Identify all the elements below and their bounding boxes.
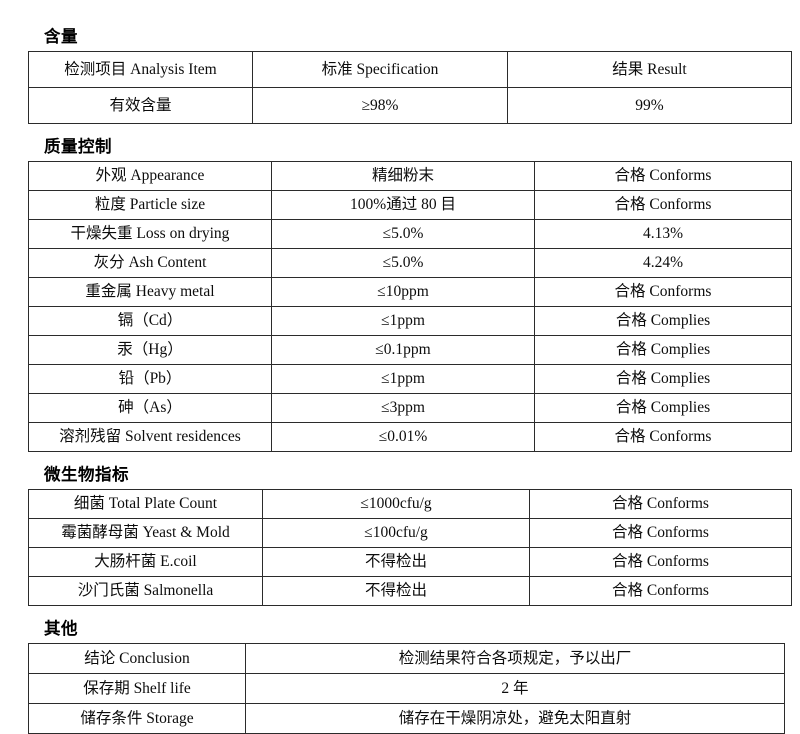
cell-result: 合格 Complies — [534, 392, 792, 423]
table-microbiology: 细菌 Total Plate Count ≤1000cfu/g 合格 Confo… — [28, 488, 792, 606]
cell-item: 细菌 Total Plate Count — [28, 488, 263, 519]
section-title-quality-control: 质量控制 — [44, 136, 112, 156]
cell-result: 合格 Conforms — [534, 189, 792, 220]
section-content: 含量 检测项目 Analysis Item 标准 Specification 结… — [0, 27, 800, 124]
cell-specification: ≤5.0% — [271, 247, 535, 278]
table-header-row: 检测项目 Analysis Item 标准 Specification 结果 R… — [28, 50, 792, 88]
table-quality-control: 外观 Appearance 精细粉末 合格 Conforms 粒度 Partic… — [28, 160, 792, 452]
cell-item: 储存条件 Storage — [28, 702, 246, 734]
table-content: 检测项目 Analysis Item 标准 Specification 结果 R… — [28, 50, 792, 124]
cell-item: 汞（Hg） — [28, 334, 272, 365]
cell-result: 合格 Conforms — [534, 276, 792, 307]
cell-specification: 100%通过 80 目 — [271, 189, 535, 220]
table-row: 重金属 Heavy metal ≤10ppm 合格 Conforms — [28, 276, 792, 307]
column-header-result: 结果 Result — [507, 50, 792, 88]
cell-result: 合格 Conforms — [529, 488, 792, 519]
cell-value: 2 年 — [245, 672, 785, 704]
cell-item: 重金属 Heavy metal — [28, 276, 272, 307]
cell-item: 保存期 Shelf life — [28, 672, 246, 704]
cell-specification: 不得检出 — [262, 546, 530, 577]
cell-specification: ≤5.0% — [271, 218, 535, 249]
cell-result: 合格 Conforms — [529, 546, 792, 577]
cell-item: 大肠杆菌 E.coil — [28, 546, 263, 577]
cell-item: 有效含量 — [28, 86, 253, 124]
cell-item: 霉菌酵母菌 Yeast & Mold — [28, 517, 263, 548]
section-spacer — [0, 124, 800, 138]
cell-item: 镉（Cd） — [28, 305, 272, 336]
table-row: 砷（As） ≤3ppm 合格 Complies — [28, 392, 792, 423]
cell-specification: ≤10ppm — [271, 276, 535, 307]
cell-specification: ≤1ppm — [271, 363, 535, 394]
cell-specification: ≤100cfu/g — [262, 517, 530, 548]
section-other: 其他 结论 Conclusion 检测结果符合各项规定，予以出厂 保存期 She… — [0, 618, 800, 734]
column-header-specification: 标准 Specification — [252, 50, 508, 88]
cell-item: 沙门氏菌 Salmonella — [28, 575, 263, 606]
cell-result: 99% — [507, 86, 792, 124]
cell-specification: ≤1000cfu/g — [262, 488, 530, 519]
cell-item: 砷（As） — [28, 392, 272, 423]
cell-result: 合格 Complies — [534, 334, 792, 365]
cell-result: 合格 Conforms — [534, 421, 792, 452]
cell-value: 检测结果符合各项规定，予以出厂 — [245, 642, 785, 674]
section-quality-control: 质量控制 外观 Appearance 精细粉末 合格 Conforms 粒度 P… — [0, 136, 800, 452]
cell-specification: ≤0.1ppm — [271, 334, 535, 365]
cell-result: 合格 Conforms — [529, 575, 792, 606]
table-row: 有效含量 ≥98% 99% — [28, 86, 792, 124]
table-row: 干燥失重 Loss on drying ≤5.0% 4.13% — [28, 218, 792, 249]
cell-item: 外观 Appearance — [28, 160, 272, 191]
table-row: 保存期 Shelf life 2 年 — [28, 672, 785, 704]
cell-specification: ≥98% — [252, 86, 508, 124]
cell-specification: ≤3ppm — [271, 392, 535, 423]
cell-specification: ≤1ppm — [271, 305, 535, 336]
cell-result: 合格 Complies — [534, 305, 792, 336]
table-row: 铅（Pb） ≤1ppm 合格 Complies — [28, 363, 792, 394]
cell-specification: 精细粉末 — [271, 160, 535, 191]
cell-result: 4.24% — [534, 247, 792, 278]
table-other: 结论 Conclusion 检测结果符合各项规定，予以出厂 保存期 Shelf … — [28, 642, 785, 734]
table-row: 灰分 Ash Content ≤5.0% 4.24% — [28, 247, 792, 278]
section-spacer — [0, 452, 800, 466]
cell-item: 结论 Conclusion — [28, 642, 246, 674]
top-spacer — [0, 0, 800, 28]
section-title-content: 含量 — [44, 27, 78, 46]
cell-result: 合格 Conforms — [529, 517, 792, 548]
table-row: 霉菌酵母菌 Yeast & Mold ≤100cfu/g 合格 Conforms — [28, 517, 792, 548]
table-row: 镉（Cd） ≤1ppm 合格 Complies — [28, 305, 792, 336]
section-title-other: 其他 — [44, 618, 78, 638]
table-row: 沙门氏菌 Salmonella 不得检出 合格 Conforms — [28, 575, 792, 606]
cell-item: 干燥失重 Loss on drying — [28, 218, 272, 249]
cell-value: 储存在干燥阴凉处，避免太阳直射 — [245, 702, 785, 734]
cell-specification: 不得检出 — [262, 575, 530, 606]
cell-item: 溶剂残留 Solvent residences — [28, 421, 272, 452]
cell-item: 铅（Pb） — [28, 363, 272, 394]
cell-item: 灰分 Ash Content — [28, 247, 272, 278]
section-microbiology: 微生物指标 细菌 Total Plate Count ≤1000cfu/g 合格… — [0, 464, 800, 606]
cell-item: 粒度 Particle size — [28, 189, 272, 220]
section-spacer — [0, 606, 800, 620]
section-title-microbiology: 微生物指标 — [44, 464, 129, 484]
cell-result: 合格 Conforms — [534, 160, 792, 191]
cell-result: 4.13% — [534, 218, 792, 249]
table-row: 储存条件 Storage 储存在干燥阴凉处，避免太阳直射 — [28, 702, 785, 734]
table-row: 大肠杆菌 E.coil 不得检出 合格 Conforms — [28, 546, 792, 577]
cell-specification: ≤0.01% — [271, 421, 535, 452]
table-row: 粒度 Particle size 100%通过 80 目 合格 Conforms — [28, 189, 792, 220]
cell-result: 合格 Complies — [534, 363, 792, 394]
table-row: 溶剂残留 Solvent residences ≤0.01% 合格 Confor… — [28, 421, 792, 452]
column-header-analysis-item: 检测项目 Analysis Item — [28, 50, 253, 88]
table-row: 结论 Conclusion 检测结果符合各项规定，予以出厂 — [28, 642, 785, 674]
table-row: 外观 Appearance 精细粉末 合格 Conforms — [28, 160, 792, 191]
table-row: 汞（Hg） ≤0.1ppm 合格 Complies — [28, 334, 792, 365]
table-row: 细菌 Total Plate Count ≤1000cfu/g 合格 Confo… — [28, 488, 792, 519]
